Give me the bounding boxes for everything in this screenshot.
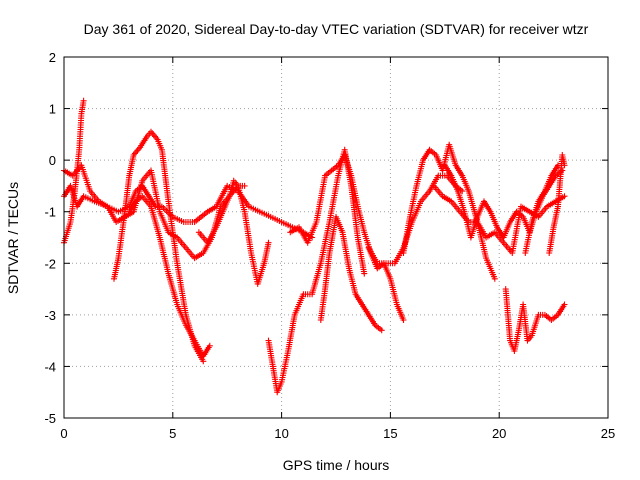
chart-title: Day 361 of 2020, Sidereal Day-to-day VTE…: [84, 21, 589, 37]
series-markers: [287, 152, 407, 323]
y-axis-label: SDTVAR / TECUs: [5, 182, 21, 294]
y-tick-label: -1: [44, 205, 56, 220]
x-tick-label: 15: [383, 426, 397, 441]
x-axis-label: GPS time / hours: [283, 457, 390, 473]
series-markers: [111, 128, 207, 365]
series-markers: [365, 172, 466, 267]
y-tick-label: -5: [44, 411, 56, 426]
x-tick-label: 10: [274, 426, 288, 441]
series-sat-d: [111, 128, 207, 365]
series-sat-o: [522, 162, 561, 256]
axis-ticks: 0 5 10 15 20 25 -5 -4 -3 -2 -1 0 1 2: [44, 50, 615, 441]
x-tick-label: 20: [492, 426, 506, 441]
series-sat-e: [126, 193, 213, 360]
series-sat-h: [287, 152, 407, 323]
series-sat-j: [365, 172, 466, 267]
series-markers: [126, 193, 213, 360]
plot-frame: [63, 56, 609, 419]
x-tick-label: 25: [601, 426, 615, 441]
series-markers: [522, 162, 561, 256]
series-markers: [546, 152, 568, 256]
series-sat-n: [502, 286, 568, 354]
y-tick-label: 1: [49, 102, 56, 117]
data-series: [61, 97, 568, 396]
series-markers: [195, 177, 272, 287]
y-tick-label: 2: [49, 50, 56, 65]
series-sat-k: [400, 141, 498, 282]
x-tick-label: 0: [60, 426, 67, 441]
y-tick-label: -4: [44, 359, 56, 374]
series-sat-p: [546, 152, 568, 256]
series-sat-f: [195, 177, 272, 287]
series-markers: [502, 286, 568, 354]
grid: [64, 57, 608, 418]
series-markers: [400, 141, 498, 282]
y-tick-label: -2: [44, 256, 56, 271]
series-sat-i: [317, 213, 385, 334]
y-tick-label: 0: [49, 153, 56, 168]
x-tick-label: 5: [169, 426, 176, 441]
series-markers: [317, 213, 385, 334]
y-tick-label: -3: [44, 308, 56, 323]
